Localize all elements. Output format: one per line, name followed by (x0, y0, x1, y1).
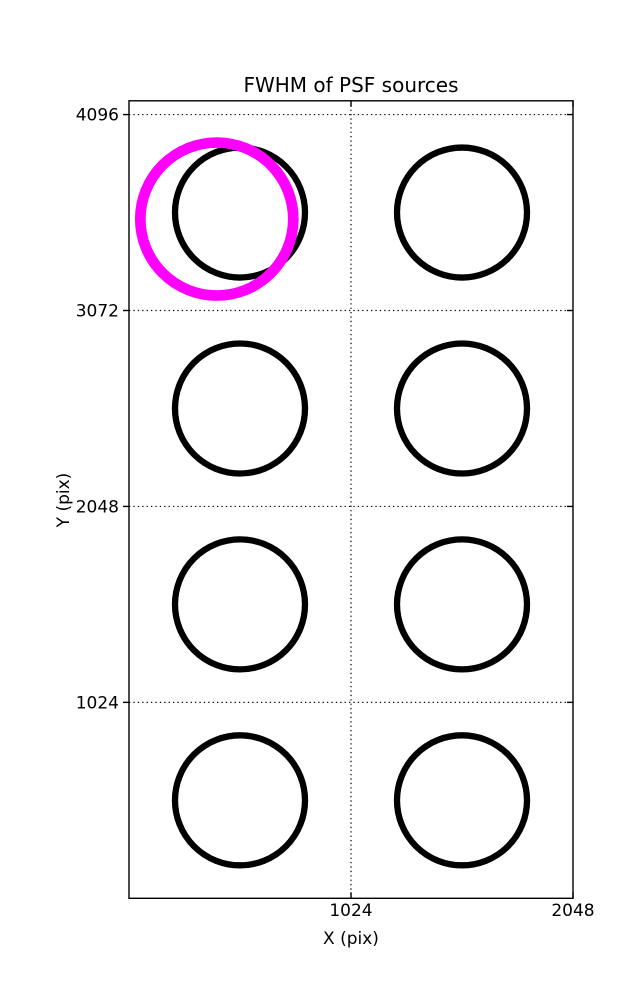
x-axis-label: X (pix) (323, 929, 379, 949)
psf-circle-8 (393, 732, 531, 869)
plot-title: FWHM of PSF sources (243, 73, 459, 97)
psf-circle-6 (393, 536, 531, 673)
highlight-circle (134, 137, 299, 301)
psf-circle-4 (393, 340, 531, 477)
y-tick-label: 2048 (76, 497, 119, 517)
psf-circle-2 (393, 144, 531, 281)
psf-circle-3 (171, 340, 309, 477)
y-axis-label: Y (pix) (54, 472, 74, 528)
x-tick-label: 2048 (551, 901, 594, 921)
psf-circle-5 (171, 536, 309, 673)
y-tick-label: 3072 (76, 302, 119, 322)
psf-circle-7 (171, 732, 309, 869)
y-tick-label: 1024 (76, 693, 119, 713)
y-tick-label: 4096 (76, 106, 119, 126)
x-tick-label: 1024 (329, 901, 372, 921)
